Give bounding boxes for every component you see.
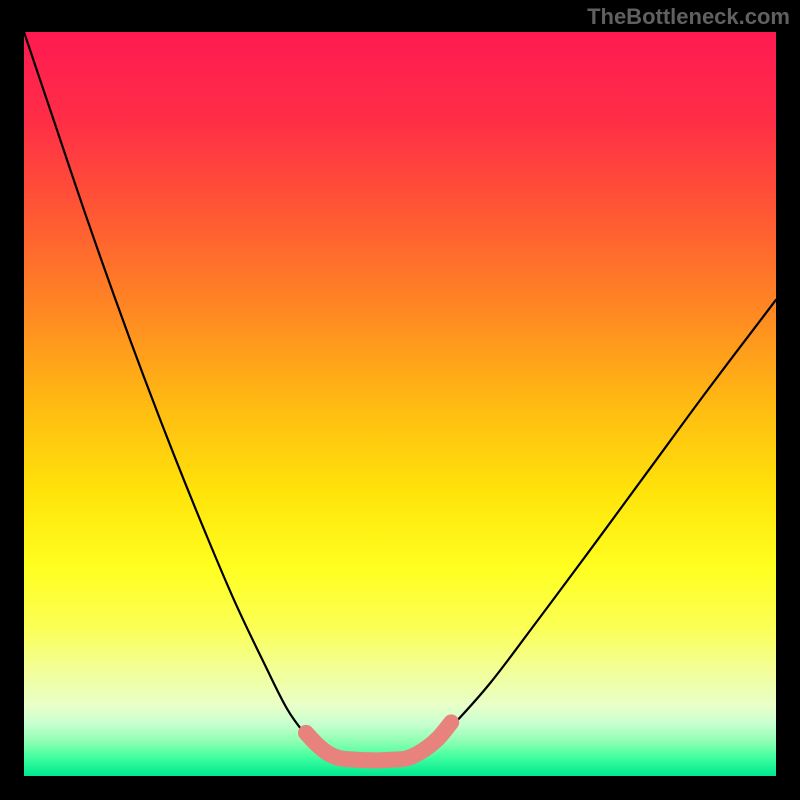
bottleneck-curve [24,32,776,762]
plot-area [24,32,776,776]
watermark-text: TheBottleneck.com [587,4,790,30]
optimal-range-marker [306,722,451,760]
curve-svg [24,32,776,776]
chart-frame: TheBottleneck.com [0,0,800,800]
